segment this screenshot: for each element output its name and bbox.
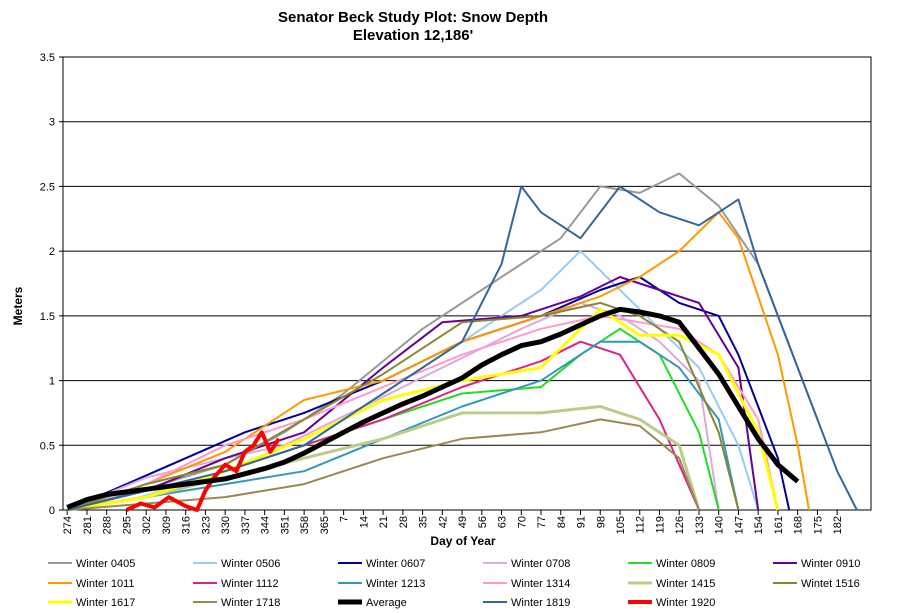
legend-label: Winter 0809 bbox=[656, 558, 715, 570]
x-tick-label: 365 bbox=[319, 516, 331, 534]
x-tick-label: 175 bbox=[812, 516, 824, 534]
x-tick-label: 337 bbox=[240, 516, 252, 534]
y-tick-label: 1.5 bbox=[40, 311, 55, 323]
x-tick-label: 154 bbox=[753, 516, 765, 534]
series-line-wintet-1516 bbox=[66, 301, 740, 511]
y-tick-label: 3 bbox=[49, 117, 55, 129]
x-tick-label: 7 bbox=[339, 516, 351, 522]
x-tick-label: 77 bbox=[536, 516, 548, 528]
x-tick-label: 288 bbox=[102, 516, 114, 534]
legend: Winter 0405 Winter 0506 Winter 0607 Winter … bbox=[48, 558, 860, 609]
x-tick-label: 14 bbox=[358, 516, 370, 528]
x-tick-label: 84 bbox=[556, 516, 568, 528]
series-line-winter-0910 bbox=[66, 276, 760, 511]
x-tick-label: 21 bbox=[378, 516, 390, 528]
y-axis-title: Meters bbox=[11, 286, 25, 325]
x-tick-label: 316 bbox=[181, 516, 193, 534]
legend-label: Winter 0607 bbox=[366, 558, 425, 570]
y-tick-label: 1 bbox=[49, 376, 55, 388]
x-tick-label: 274 bbox=[62, 516, 74, 534]
plot-area bbox=[62, 56, 872, 511]
series-line-winter-1920 bbox=[125, 430, 281, 512]
x-tick-label: 161 bbox=[773, 516, 785, 534]
y-tick-label: 0 bbox=[49, 505, 55, 517]
series-lines bbox=[66, 172, 858, 512]
series-line-winter-1011 bbox=[66, 211, 810, 511]
x-tick-label: 140 bbox=[714, 516, 726, 534]
series-line-average bbox=[66, 306, 800, 510]
series-line-winter-1718 bbox=[67, 418, 700, 511]
legend-label: Winter 1112 bbox=[221, 578, 279, 590]
x-tick-label: 147 bbox=[733, 516, 745, 534]
series-line-winter-1213 bbox=[67, 340, 740, 511]
x-tick-label: 49 bbox=[457, 516, 469, 528]
x-tick-label: 358 bbox=[299, 516, 311, 534]
x-tick-label: 42 bbox=[437, 516, 449, 528]
x-tick-label: 105 bbox=[615, 516, 627, 534]
series-line-winter-1819 bbox=[66, 185, 858, 511]
x-tick-label: 344 bbox=[260, 516, 272, 534]
y-tick-label: 3.5 bbox=[40, 52, 55, 64]
x-tick-label: 63 bbox=[497, 516, 509, 528]
legend-label: Winter 1920 bbox=[656, 597, 715, 609]
legend-label: Winter 1011 bbox=[76, 578, 135, 590]
x-axis-title: Day of Year bbox=[430, 534, 495, 548]
x-tick-label: 330 bbox=[220, 516, 232, 534]
x-tick-label: 168 bbox=[793, 516, 805, 534]
legend-label: Winter 0506 bbox=[221, 558, 280, 570]
legend-label: Winter 1415 bbox=[656, 578, 715, 590]
legend-label: Winter 1213 bbox=[366, 578, 425, 590]
x-tick-label: 98 bbox=[595, 516, 607, 528]
y-axis-ticks: 0 0.5 1 1.5 2 2.5 3 3.5 bbox=[40, 52, 63, 517]
legend-label: Winter 1819 bbox=[511, 597, 570, 609]
x-axis-ticks: 274 281 288 295 302 309 316 323 330 337 344 351 358 3… bbox=[62, 510, 844, 534]
legend-label: Winter 1718 bbox=[221, 597, 280, 609]
y-tick-label: 0.5 bbox=[40, 440, 55, 452]
x-tick-label: 119 bbox=[654, 516, 666, 534]
x-tick-label: 302 bbox=[141, 516, 153, 534]
legend-label: Wintet 1516 bbox=[801, 578, 860, 590]
gridlines bbox=[63, 121, 871, 446]
x-tick-label: 309 bbox=[161, 516, 173, 534]
x-tick-label: 281 bbox=[82, 516, 94, 534]
chart-title: Senator Beck Study Plot: Snow Depth bbox=[278, 9, 548, 26]
x-tick-label: 35 bbox=[418, 516, 430, 528]
legend-label: Winter 0910 bbox=[801, 558, 860, 570]
legend-label: Winter 1617 bbox=[76, 597, 135, 609]
x-tick-label: 70 bbox=[516, 516, 528, 528]
x-tick-label: 133 bbox=[694, 516, 706, 534]
x-tick-label: 182 bbox=[832, 516, 844, 534]
y-tick-label: 2 bbox=[49, 246, 55, 258]
x-tick-label: 126 bbox=[674, 516, 686, 534]
x-tick-label: 112 bbox=[635, 516, 647, 534]
legend-label: Winter 0708 bbox=[511, 558, 570, 570]
legend-label: Average bbox=[366, 597, 407, 609]
x-tick-label: 323 bbox=[200, 516, 212, 534]
x-tick-label: 351 bbox=[279, 516, 291, 534]
chart-subtitle: Elevation 12,186' bbox=[353, 27, 473, 44]
legend-label: Winter 0405 bbox=[76, 558, 135, 570]
legend-label: Winter 1314 bbox=[511, 578, 570, 590]
x-tick-label: 91 bbox=[576, 516, 588, 528]
x-tick-label: 28 bbox=[398, 516, 410, 528]
x-tick-label: 56 bbox=[477, 516, 489, 528]
x-tick-label: 295 bbox=[121, 516, 133, 534]
y-tick-label: 2.5 bbox=[40, 181, 55, 193]
